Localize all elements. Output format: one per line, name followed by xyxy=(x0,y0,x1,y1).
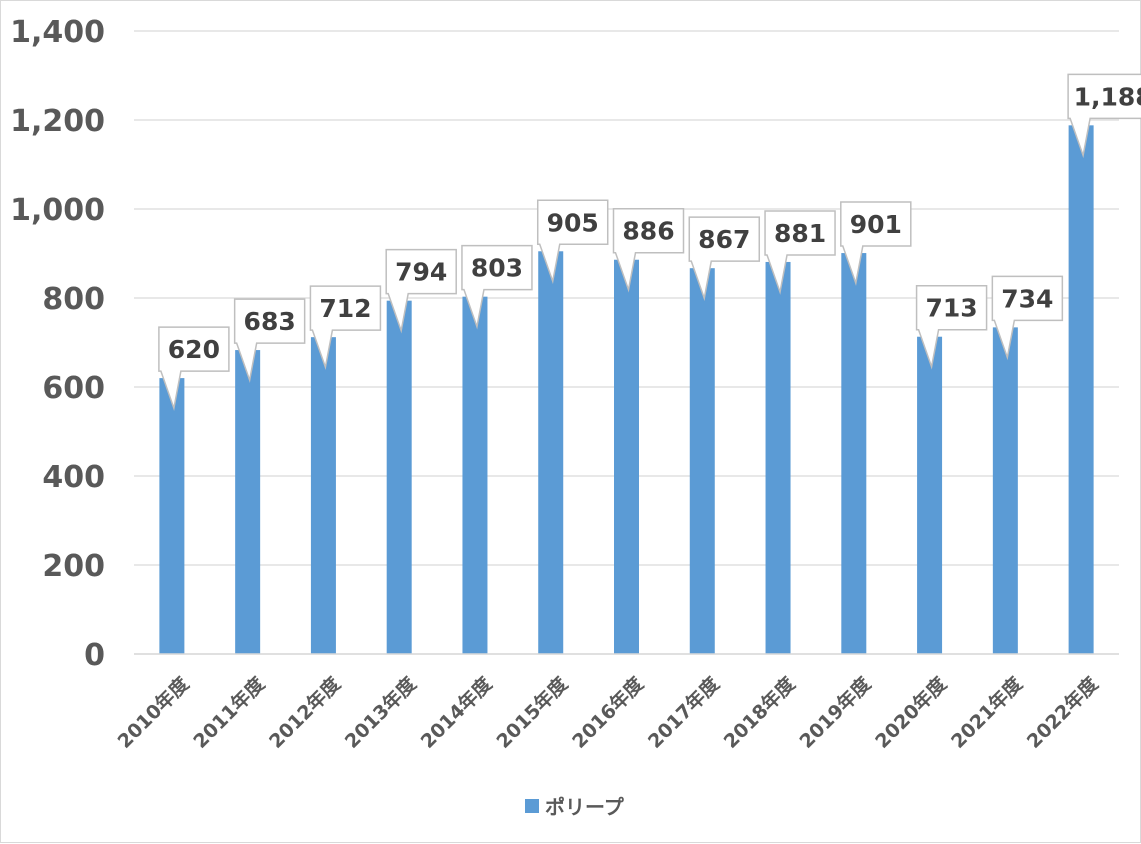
data-label: 803 xyxy=(471,254,523,283)
x-tick-label: 2019年度 xyxy=(795,672,876,753)
x-tick-label: 2012年度 xyxy=(264,672,345,753)
bar xyxy=(689,268,715,654)
y-tick-label: 1,000 xyxy=(10,193,105,228)
bar xyxy=(917,336,943,654)
data-label: 886 xyxy=(622,217,674,246)
legend: ポリープ xyxy=(525,795,625,819)
data-label-callout xyxy=(461,244,533,330)
x-tick-label: 2010年度 xyxy=(113,672,194,753)
x-tick-label: 2015年度 xyxy=(492,672,573,753)
data-label-callout xyxy=(158,326,230,411)
y-tick-label: 1,200 xyxy=(10,104,105,139)
bar xyxy=(159,378,185,654)
data-label: 713 xyxy=(925,294,977,323)
y-tick-label: 200 xyxy=(42,549,105,584)
bar xyxy=(841,253,867,654)
bar xyxy=(614,259,639,654)
bar xyxy=(462,296,488,654)
x-tick-label: 2013年度 xyxy=(340,672,421,753)
x-tick-label: 2022年度 xyxy=(1022,672,1103,753)
data-label-callout xyxy=(233,298,306,383)
y-tick-label: 600 xyxy=(42,371,105,406)
x-tick-label: 2021年度 xyxy=(946,672,1027,753)
data-label-callout xyxy=(309,285,382,371)
bar xyxy=(310,337,336,654)
y-axis: 0 200 400 600 800 1,000 1,200 1,400 xyxy=(10,15,105,673)
x-tick-label: 2016年度 xyxy=(568,672,649,753)
y-tick-label: 400 xyxy=(42,460,105,495)
data-label-callout xyxy=(764,210,836,295)
bars xyxy=(159,125,1094,655)
x-axis: 2010年度2011年度2012年度2013年度2014年度2015年度2016… xyxy=(113,653,1119,753)
bar xyxy=(1068,125,1094,655)
data-label: 712 xyxy=(319,294,371,323)
data-label: 794 xyxy=(395,258,447,287)
data-label-callout xyxy=(915,284,988,370)
data-label-callout xyxy=(840,201,912,286)
legend-label: ポリープ xyxy=(545,795,625,819)
data-label-callout xyxy=(536,199,609,285)
data-label: 905 xyxy=(547,208,599,237)
data-label-callout xyxy=(385,248,457,334)
x-tick-label: 2014年度 xyxy=(416,672,497,753)
y-tick-label: 800 xyxy=(42,282,105,317)
legend-swatch xyxy=(525,799,539,813)
x-tick-label: 2020年度 xyxy=(871,672,952,753)
data-label-callout xyxy=(612,207,685,293)
data-label: 620 xyxy=(168,335,220,364)
data-label: 881 xyxy=(774,219,826,248)
bar xyxy=(538,251,564,654)
data-labels: 620 683 712 794 803 905 886 867 881 901 713 734 1,18… xyxy=(158,73,1141,411)
bar xyxy=(765,261,791,654)
data-label: 867 xyxy=(698,225,750,254)
bar xyxy=(235,350,261,654)
data-label: 683 xyxy=(244,307,296,336)
y-tick-label: 0 xyxy=(84,638,105,673)
data-label-callout xyxy=(688,216,761,302)
data-label-callout xyxy=(991,275,1064,361)
x-tick-label: 2017年度 xyxy=(643,672,724,753)
data-label-callout xyxy=(1067,73,1141,159)
y-tick-label: 1,400 xyxy=(10,15,105,50)
bar xyxy=(386,300,412,654)
x-tick-label: 2018年度 xyxy=(719,672,800,753)
data-label: 901 xyxy=(850,210,902,239)
x-tick-label: 2011年度 xyxy=(189,672,270,753)
data-label: 734 xyxy=(1001,284,1053,313)
bar xyxy=(992,327,1018,654)
data-label: 1,188 xyxy=(1074,82,1141,111)
